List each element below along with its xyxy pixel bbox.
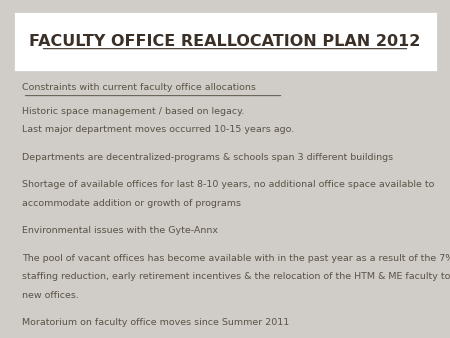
Text: Environmental issues with the Gyte-Annx: Environmental issues with the Gyte-Annx (22, 226, 219, 236)
Text: Constraints with current faculty office allocations: Constraints with current faculty office … (22, 83, 256, 92)
Text: staffing reduction, early retirement incentives & the relocation of the HTM & ME: staffing reduction, early retirement inc… (22, 272, 450, 282)
Text: accommodate addition or growth of programs: accommodate addition or growth of progra… (22, 199, 242, 208)
Text: FACULTY OFFICE REALLOCATION PLAN 2012: FACULTY OFFICE REALLOCATION PLAN 2012 (29, 34, 421, 49)
FancyBboxPatch shape (14, 12, 436, 71)
Text: new offices.: new offices. (22, 291, 79, 300)
Text: Shortage of available offices for last 8-10 years, no additional office space av: Shortage of available offices for last 8… (22, 180, 435, 190)
Text: The pool of vacant offices has become available with in the past year as a resul: The pool of vacant offices has become av… (22, 254, 450, 263)
Text: Departments are decentralized-programs & schools span 3 different buildings: Departments are decentralized-programs &… (22, 153, 394, 162)
Text: Historic space management / based on legacy.: Historic space management / based on leg… (22, 107, 245, 116)
Text: Last major department moves occurred 10-15 years ago.: Last major department moves occurred 10-… (22, 125, 295, 134)
Text: Moratorium on faculty office moves since Summer 2011: Moratorium on faculty office moves since… (22, 318, 290, 328)
